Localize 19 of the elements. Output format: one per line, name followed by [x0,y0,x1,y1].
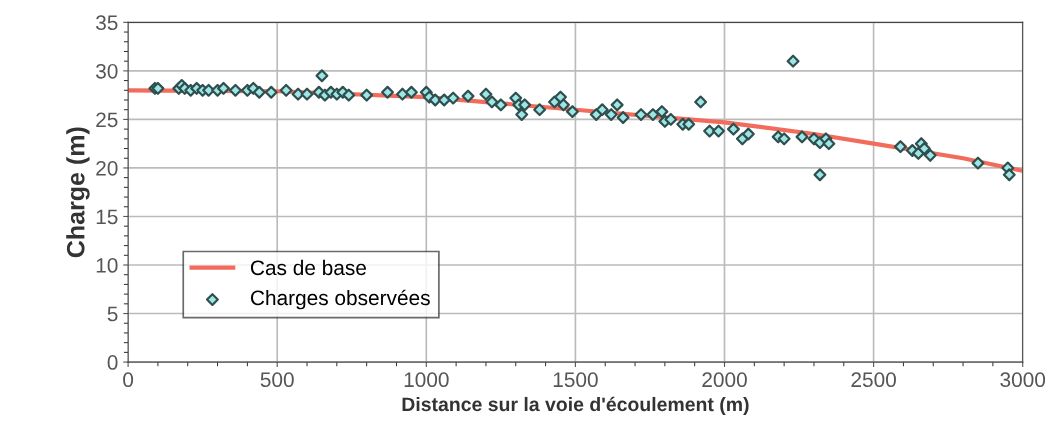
legend-label: Cas de base [250,259,366,276]
y-tick-label: 20 [96,160,118,176]
y-tick-label: 5 [107,306,118,322]
x-tick-label: 1500 [553,372,598,388]
x-tick-label: 500 [260,372,294,388]
y-tick-label: 35 [96,15,118,31]
y-tick-label: 25 [96,112,118,128]
legend-label: Charges observées [250,289,430,310]
x-tick-label: 2000 [702,372,747,388]
y-tick-label: 15 [96,209,118,225]
x-axis-title: Distance sur la voie d'écoulement (m) [402,396,749,416]
y-tick-label: 30 [96,63,118,79]
x-tick-label: 1000 [404,372,449,388]
x-tick-label: 3000 [1000,372,1046,388]
x-tick-label: 2500 [851,372,896,388]
y-tick-label: 10 [96,258,118,273]
y-tick-label: 0 [107,355,118,370]
y-axis-title: Charge (m) [66,127,90,258]
x-tick-label: 0 [123,372,134,388]
